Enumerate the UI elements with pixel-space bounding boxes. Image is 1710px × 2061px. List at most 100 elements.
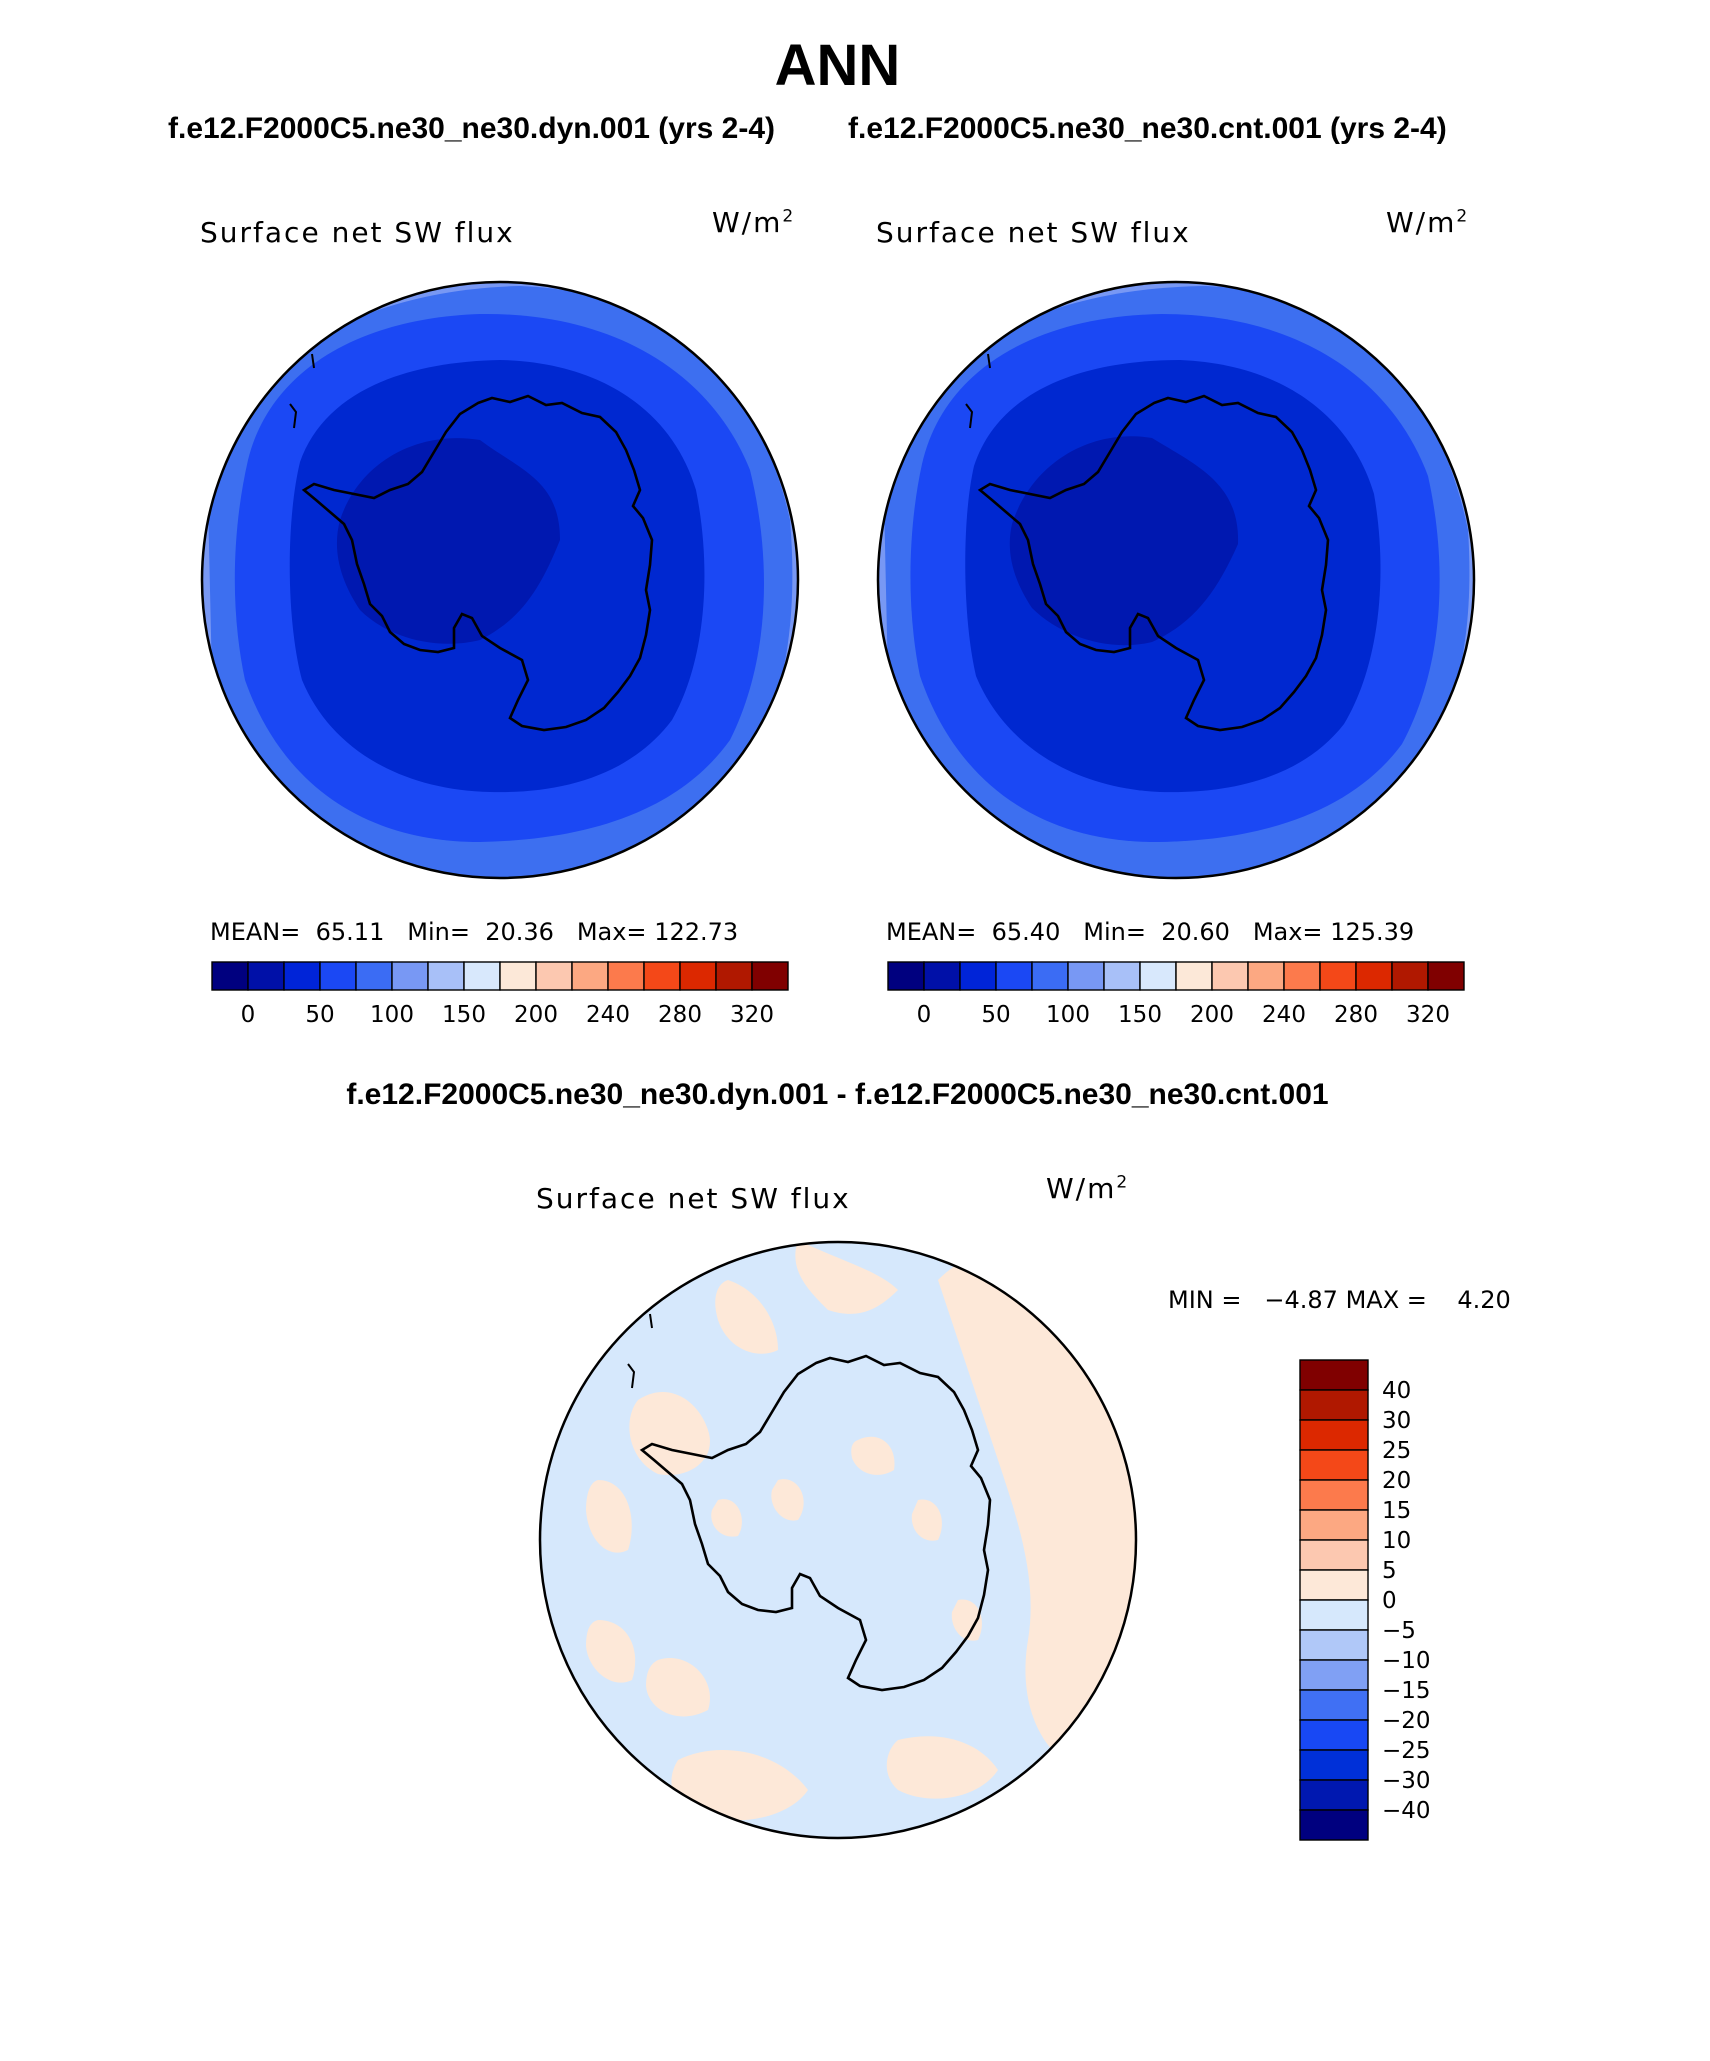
panel-b-colorbar-swatch	[959, 961, 997, 991]
panel-diff-colorbar-swatch	[1299, 1389, 1369, 1421]
panel-b-colorbar-swatch	[1391, 961, 1429, 991]
panel-a-colorbar-swatch	[283, 961, 321, 991]
panel-b-stats: MEAN= 65.40 Min= 20.60 Max= 125.39	[886, 918, 1415, 946]
panel-b-colorbar-swatch	[1103, 961, 1141, 991]
panel-diff-colorbar-label: 15	[1382, 1498, 1411, 1524]
panel-a-colorbar-swatch	[679, 961, 717, 991]
panel-a-colorbar-swatch	[571, 961, 609, 991]
panel-a-colorbar-label: 50	[305, 1002, 334, 1028]
panel-b-colorbar-swatch	[1319, 961, 1357, 991]
panel-b-colorbar-swatch	[923, 961, 961, 991]
panel-a-stats: MEAN= 65.11 Min= 20.36 Max= 122.73	[210, 918, 739, 946]
panel-diff-colorbar-swatch	[1299, 1479, 1369, 1511]
panel-diff-unit: W/m2	[1046, 1172, 1130, 1205]
panel-b-variable: Surface net SW flux	[876, 216, 1191, 249]
panel-b-map-border	[876, 280, 1476, 880]
figure-season-title: ANN	[774, 33, 901, 98]
panel-b-colorbar-label: 240	[1262, 1002, 1306, 1028]
panel-b-colorbar-label: 0	[917, 1002, 932, 1028]
panel-diff-colorbar: 40 30 25 20 15 10 5 0 −5 −10 −15 −20 −25 −30 −40	[1299, 1359, 1431, 1841]
panel-diff-colorbar-label: −15	[1382, 1678, 1431, 1704]
panel-a-colorbar-swatch	[643, 961, 681, 991]
panel-a-unit: W/m2	[712, 206, 796, 239]
case-b-header: f.e12.F2000C5.ne30_ne30.cnt.001 (yrs 2-4…	[848, 112, 1447, 145]
panel-b-colorbar-label: 100	[1046, 1002, 1090, 1028]
panel-b-colorbar-swatch	[1427, 961, 1465, 991]
panel-a-colorbar-swatch	[211, 961, 249, 991]
panel-a-colorbar-label: 200	[514, 1002, 558, 1028]
panel-b-colorbar-swatch	[1139, 961, 1177, 991]
panel-a-map-border	[200, 280, 800, 880]
panel-b-colorbar-swatch	[1355, 961, 1393, 991]
panel-diff-colorbar-swatch	[1299, 1509, 1369, 1541]
panel-diff-colorbar-swatch	[1299, 1599, 1369, 1631]
panel-diff-colorbar-label: 25	[1382, 1438, 1411, 1464]
panel-b-colorbar: 0 50 100 150 200 240 280 320	[887, 961, 1465, 1028]
panel-a-colorbar-label: 100	[370, 1002, 414, 1028]
panel-diff-positive-patches	[586, 1242, 1136, 1821]
panel-diff-colorbar-swatch	[1299, 1359, 1369, 1391]
panel-diff-colorbar-label: 40	[1382, 1378, 1411, 1404]
panel-diff-colorbar-label: −25	[1382, 1738, 1431, 1764]
panel-diff-stats: MIN = −4.87 MAX = 4.20	[1168, 1286, 1511, 1314]
panel-b-colorbar-label: 50	[981, 1002, 1010, 1028]
panel-diff-map	[538, 1240, 1138, 1840]
panel-b-colorbar-label: 200	[1190, 1002, 1234, 1028]
panel-diff-map-border	[538, 1240, 1138, 1840]
panel-a-colorbar-label: 0	[241, 1002, 256, 1028]
panel-diff-colorbar-swatch	[1299, 1569, 1369, 1601]
panel-b-colorbar-swatch	[1031, 961, 1069, 991]
panel-a-map	[200, 280, 800, 880]
panel-a-colorbar-label: 280	[658, 1002, 702, 1028]
panel-diff-colorbar-label: 10	[1382, 1528, 1411, 1554]
panel-diff-colorbar-label: −30	[1382, 1768, 1431, 1794]
panel-diff-colorbar-swatch	[1299, 1719, 1369, 1751]
panel-diff-colorbar-swatch	[1299, 1689, 1369, 1721]
panel-a-colorbar-label: 320	[730, 1002, 774, 1028]
diff-header: f.e12.F2000C5.ne30_ne30.dyn.001 - f.e12.…	[346, 1078, 1329, 1111]
panel-a-colorbar-swatch	[607, 961, 645, 991]
panel-a-colorbar-swatch	[247, 961, 285, 991]
panel-diff-colorbar-label: −10	[1382, 1648, 1431, 1674]
panel-a-colorbar-swatch	[391, 961, 429, 991]
panel-a-variable: Surface net SW flux	[200, 216, 515, 249]
panel-diff-colorbar-swatch	[1299, 1419, 1369, 1451]
panel-b-colorbar-swatch	[1283, 961, 1321, 991]
panel-b-colorbar-swatch	[1067, 961, 1105, 991]
panel-diff-colorbar-label: 5	[1382, 1558, 1397, 1584]
panel-diff-colorbar-swatch	[1299, 1749, 1369, 1781]
panel-a-colorbar-swatch	[463, 961, 501, 991]
panel-b-colorbar-swatch	[995, 961, 1033, 991]
panel-diff-colorbar-label: 20	[1382, 1468, 1411, 1494]
panel-diff-colorbar-label: −5	[1382, 1618, 1416, 1644]
panel-diff-colorbar-swatch	[1299, 1449, 1369, 1481]
panel-a-colorbar-swatch	[535, 961, 573, 991]
panel-diff-colorbar-label: −20	[1382, 1708, 1431, 1734]
panel-a-colorbar-swatch	[355, 961, 393, 991]
panel-a-colorbar: 0 50 100 150 200 240 280 320	[211, 961, 789, 1028]
panel-a-colorbar-label: 240	[586, 1002, 630, 1028]
panel-a-colorbar-swatch	[319, 961, 357, 991]
panel-diff-colorbar-label: 30	[1382, 1408, 1411, 1434]
panel-b-colorbar-swatch	[1247, 961, 1285, 991]
panel-b-colorbar-swatch	[1211, 961, 1249, 991]
panel-b-colorbar-label: 280	[1334, 1002, 1378, 1028]
panel-diff-colorbar-label: −40	[1382, 1798, 1431, 1824]
panel-diff-colorbar-swatch	[1299, 1809, 1369, 1841]
panel-b-unit: W/m2	[1386, 206, 1470, 239]
panel-diff-variable: Surface net SW flux	[536, 1182, 851, 1215]
panel-diff-colorbar-swatch	[1299, 1629, 1369, 1661]
panel-b-colorbar-swatch	[887, 961, 925, 991]
panel-a-colorbar-swatch	[499, 961, 537, 991]
panel-b-map	[876, 280, 1476, 880]
panel-b-colorbar-swatch	[1175, 961, 1213, 991]
panel-diff-colorbar-swatch	[1299, 1539, 1369, 1571]
panel-a-colorbar-label: 150	[442, 1002, 486, 1028]
panel-diff-colorbar-swatch	[1299, 1779, 1369, 1811]
panel-b-colorbar-label: 150	[1118, 1002, 1162, 1028]
panel-diff-colorbar-swatch	[1299, 1659, 1369, 1691]
panel-b-colorbar-label: 320	[1406, 1002, 1450, 1028]
panel-diff-colorbar-label: 0	[1382, 1588, 1397, 1614]
panel-a-colorbar-swatch	[715, 961, 753, 991]
panel-a-colorbar-swatch	[751, 961, 789, 991]
